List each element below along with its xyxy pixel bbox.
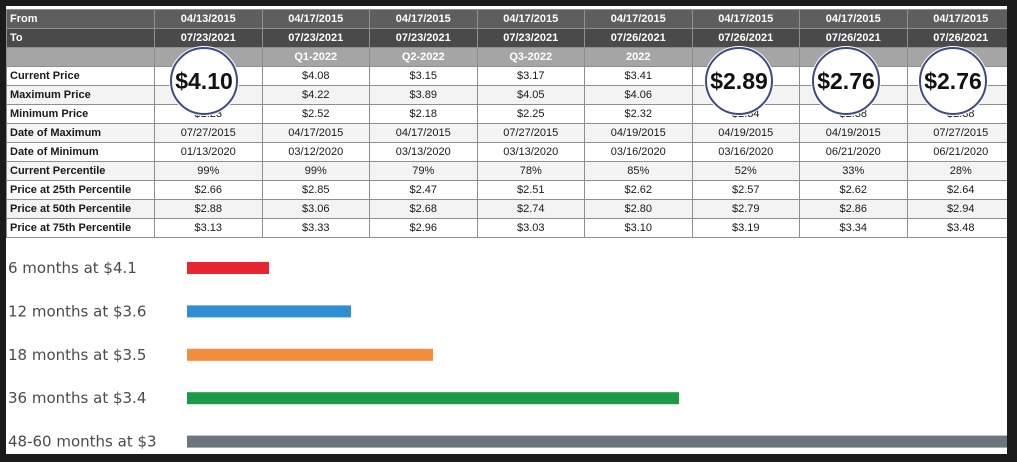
table-cell: 07/23/2021 (369, 28, 478, 48)
table-cell: 07/27/2015 (154, 123, 263, 143)
table-cell: 04/17/2015 (261, 123, 370, 143)
table-cell: 04/19/2015 (799, 123, 908, 143)
table-row-p25: Price at 25th Percentile $2.66 $2.85 $2.47 $… (6, 180, 1007, 200)
magnified-current-price: $4.10 (170, 47, 238, 115)
table-cell: $3.48 (906, 218, 1007, 238)
table-cell: 07/27/2015 (906, 123, 1007, 143)
table-cell: $2.86 (799, 199, 908, 219)
table-cell: Q1-2022 (261, 47, 370, 67)
table-cell: 04/19/2015 (584, 123, 693, 143)
price-summary-frame: From 04/13/2015 04/17/2015 04/17/2015 04/17/… (6, 6, 1007, 454)
table-cell: $4.05 (476, 85, 585, 105)
row-label: Price at 75th Percentile (6, 218, 155, 238)
table-cell: 04/17/2015 (476, 9, 585, 29)
table-cell: 04/17/2015 (261, 9, 370, 29)
bar (187, 262, 269, 274)
table-cell: 04/17/2015 (906, 9, 1007, 29)
bar (187, 392, 679, 405)
row-label: Maximum Price (6, 85, 155, 105)
table-cell: $3.10 (584, 218, 693, 238)
table-cell: 99% (154, 161, 263, 181)
table-cell: 2022 (584, 47, 693, 67)
bar-category-label: 6 months at $4.1 (8, 259, 137, 277)
row-label: Current Percentile (6, 161, 155, 181)
table-cell: $2.64 (906, 180, 1007, 200)
table-cell: 79% (369, 161, 478, 181)
magnified-current-price: $2.76 (919, 47, 987, 115)
table-cell: $3.17 (476, 66, 585, 86)
table-cell: 03/16/2020 (691, 142, 800, 162)
term-price-bar-chart: 6 months at $4.1 12 months at $3.6 18 mont… (8, 259, 1007, 451)
bar-category-label: 18 months at $3.5 (8, 346, 146, 364)
table-row-current-percentile: Current Percentile 99% 99% 79% 78% 85% 52% 33% 2… (6, 161, 1007, 181)
table-row-date-of-maximum: Date of Maximum 07/27/2015 04/17/2015 04/17… (6, 123, 1007, 143)
bar-category-label: 48-60 months at $3 (8, 433, 157, 451)
table-cell: 03/13/2020 (476, 142, 585, 162)
table-cell: 07/23/2021 (261, 28, 370, 48)
row-label: Minimum Price (6, 104, 155, 124)
table-cell: $2.52 (261, 104, 370, 124)
bar (187, 348, 433, 361)
table-cell: 85% (584, 161, 693, 181)
table-cell: $4.08 (261, 66, 370, 86)
table-cell: $2.94 (906, 199, 1007, 219)
bar (187, 305, 351, 318)
table-cell: $3.34 (799, 218, 908, 238)
table-cell: 28% (906, 161, 1007, 181)
table-cell: 78% (476, 161, 585, 181)
table-cell: $3.19 (691, 218, 800, 238)
table-cell: 04/17/2015 (369, 123, 478, 143)
table-row-from: From 04/13/2015 04/17/2015 04/17/2015 04/17/… (6, 9, 1007, 29)
bar (187, 435, 1007, 448)
table-row-p75: Price at 75th Percentile $3.13 $3.33 $2.96 $… (6, 218, 1007, 238)
table-cell: 04/17/2015 (691, 9, 800, 29)
table-cell: 07/23/2021 (154, 28, 263, 48)
table-cell: 07/26/2021 (691, 28, 800, 48)
bar-category-label: 36 months at $3.4 (8, 389, 146, 407)
table-cell: 03/13/2020 (369, 142, 478, 162)
table-cell: $3.89 (369, 85, 478, 105)
table-cell: 07/26/2021 (584, 28, 693, 48)
table-cell: $2.74 (476, 199, 585, 219)
row-label: To (6, 28, 155, 48)
row-label: From (6, 9, 155, 29)
table-cell: $2.96 (369, 218, 478, 238)
bar-category-label: 12 months at $3.6 (8, 302, 146, 320)
table-cell: 33% (799, 161, 908, 181)
table-cell: $2.85 (261, 180, 370, 200)
table-cell: $3.33 (261, 218, 370, 238)
table-cell: 52% (691, 161, 800, 181)
table-cell: 04/13/2015 (154, 9, 263, 29)
table-cell: 07/23/2021 (476, 28, 585, 48)
magnified-current-price: $2.89 (705, 47, 773, 115)
table-cell: $3.03 (476, 218, 585, 238)
table-cell: 04/17/2015 (584, 9, 693, 29)
table-cell: $3.13 (154, 218, 263, 238)
table-row-to: To 07/23/2021 07/23/2021 07/23/2021 07/23/20… (6, 28, 1007, 48)
magnified-current-price: $2.76 (812, 47, 880, 115)
row-label: Price at 50th Percentile (6, 199, 155, 219)
